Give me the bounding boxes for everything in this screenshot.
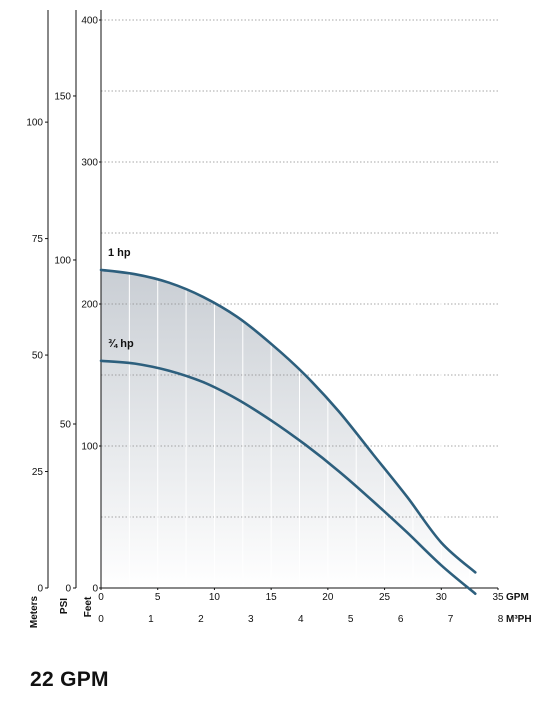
feet-tick-label: 0 <box>92 584 98 595</box>
chart-title: 22 GPM <box>30 668 109 691</box>
feet-tick-label: 200 <box>81 300 98 311</box>
gpm-tick-label: 15 <box>266 592 278 603</box>
meters-tick-label: 0 <box>37 584 43 595</box>
gpm-tick-label: 0 <box>98 592 104 603</box>
feet-tick-label: 100 <box>81 442 98 453</box>
psi-tick-label: 50 <box>60 419 72 430</box>
gpm-tick-label: 5 <box>155 592 161 603</box>
m3ph-tick-label: 2 <box>198 614 204 625</box>
m3ph-axis-title: M³PH <box>506 614 532 625</box>
feet-tick-label: 400 <box>81 16 98 27</box>
m3ph-tick-label: 1 <box>148 614 154 625</box>
gpm-tick-label: 20 <box>322 592 334 603</box>
psi-tick-label: 150 <box>54 91 71 102</box>
curve-three-quarter-hp <box>99 359 477 595</box>
meters-axis-title: Meters <box>29 595 40 628</box>
operating-area-fill <box>101 269 476 588</box>
curve-label-1hp: 1 hp <box>108 247 131 259</box>
gpm-axis-title: GPM <box>506 592 529 603</box>
gpm-tick-label: 10 <box>209 592 221 603</box>
meters-tick-label: 25 <box>32 467 44 478</box>
m3ph-tick-label: 5 <box>348 614 354 625</box>
gpm-tick-label: 35 <box>492 592 504 603</box>
feet-tick-label: 300 <box>81 158 98 169</box>
m3ph-tick-label: 0 <box>98 614 104 625</box>
gpm-tick-label: 25 <box>379 592 391 603</box>
meters-tick-label: 100 <box>26 118 43 129</box>
psi-tick-label: 0 <box>65 584 71 595</box>
psi-axis-title: PSI <box>59 598 70 614</box>
curve-label-three-quarter-hp: ¾ hp <box>108 338 134 350</box>
m3ph-tick-label: 6 <box>398 614 404 625</box>
m3ph-tick-label: 3 <box>248 614 254 625</box>
psi-tick-label: 100 <box>54 255 71 266</box>
gpm-tick-label: 30 <box>436 592 448 603</box>
feet-axis-title: Feet <box>83 596 94 617</box>
meters-tick-label: 50 <box>32 351 44 362</box>
meters-tick-label: 75 <box>32 234 44 245</box>
m3ph-tick-label: 4 <box>298 614 304 625</box>
m3ph-tick-label: 8 <box>498 614 504 625</box>
m3ph-tick-label: 7 <box>448 614 454 625</box>
curve-1hp <box>99 268 477 574</box>
